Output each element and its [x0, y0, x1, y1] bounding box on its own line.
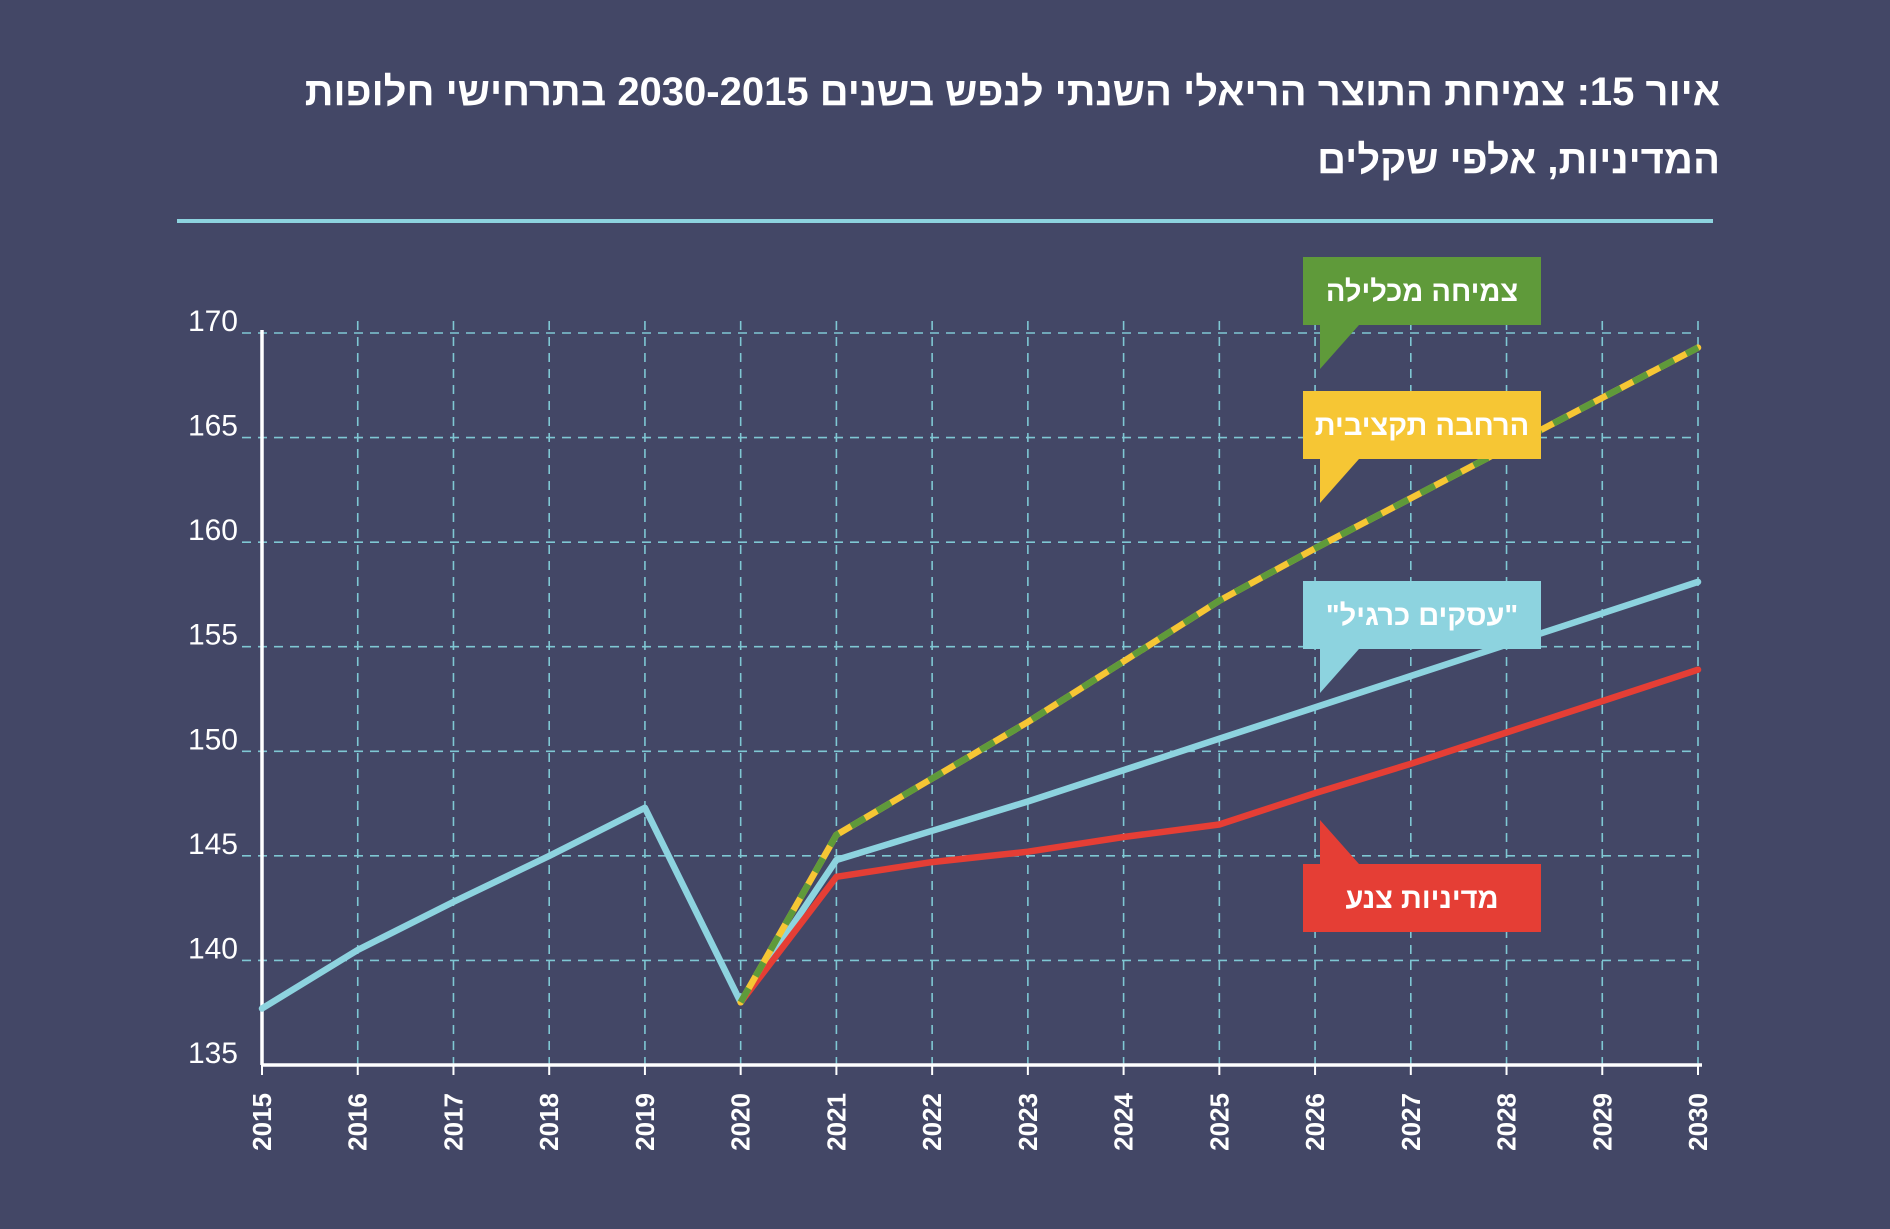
x-tick-label: 2022	[917, 1093, 947, 1151]
x-tick-label: 2030	[1683, 1093, 1713, 1151]
legend-item-4: מדיניות צנע	[1303, 820, 1541, 932]
legend-callout	[1303, 581, 1541, 693]
y-tick-label: 140	[188, 932, 238, 965]
y-tick-label: 160	[188, 514, 238, 547]
series-line-1	[258, 578, 1702, 1012]
x-tick-label: 2029	[1587, 1093, 1617, 1151]
y-tick-label: 165	[188, 410, 238, 443]
legend-label: "עסקים כרגיל"	[1326, 600, 1518, 632]
legend-label: מדיניות צנע	[1345, 883, 1498, 915]
x-tick-label: 2027	[1396, 1093, 1426, 1151]
series-line-2	[737, 666, 1702, 1006]
x-tick-label: 2016	[343, 1093, 373, 1151]
legend-item-3: "עסקים כרגיל"	[1303, 581, 1541, 693]
legend-callout	[1303, 820, 1541, 932]
legend: צמיחה מכלילה הרחבה תקציבית "עסקים כרגיל" מד…	[1303, 257, 1541, 932]
grid-lines	[242, 321, 1699, 1065]
axes	[260, 330, 1702, 1075]
legend-label: הרחבה תקציבית	[1315, 410, 1530, 442]
x-tick-label: 2025	[1204, 1093, 1234, 1151]
title-divider	[177, 219, 1713, 223]
x-tick-label: 2017	[438, 1093, 468, 1151]
x-tick-label: 2024	[1109, 1092, 1139, 1150]
legend-item-2: הרחבה תקציבית	[1303, 391, 1541, 503]
y-tick-label: 170	[188, 305, 238, 338]
tick-labels: 135 140 145 150 155 160 165 170 2015 2016 2017 2018…	[188, 305, 1713, 1151]
x-tick-label: 2019	[630, 1093, 660, 1151]
legend-item-1: צמיחה מכלילה	[1303, 257, 1541, 369]
x-tick-label: 2021	[821, 1093, 851, 1151]
x-tick-label: 2026	[1300, 1093, 1330, 1151]
legend-callout	[1303, 257, 1541, 369]
y-tick-label: 135	[188, 1037, 238, 1070]
legend-label: צמיחה מכלילה	[1326, 276, 1518, 308]
x-tick-label: 2018	[534, 1093, 564, 1151]
y-tick-label: 145	[188, 828, 238, 861]
y-tick-label: 150	[188, 723, 238, 756]
chart-title: איור 15: צמיחת התוצר הריאלי השנתי לנפש ב…	[304, 70, 1720, 182]
x-tick-label: 2023	[1013, 1093, 1043, 1151]
y-tick-label: 155	[188, 619, 238, 652]
legend-callout	[1303, 391, 1541, 503]
x-tick-label: 2020	[726, 1093, 756, 1151]
x-tick-label: 2028	[1492, 1093, 1522, 1151]
x-tick-label: 2015	[247, 1093, 277, 1151]
